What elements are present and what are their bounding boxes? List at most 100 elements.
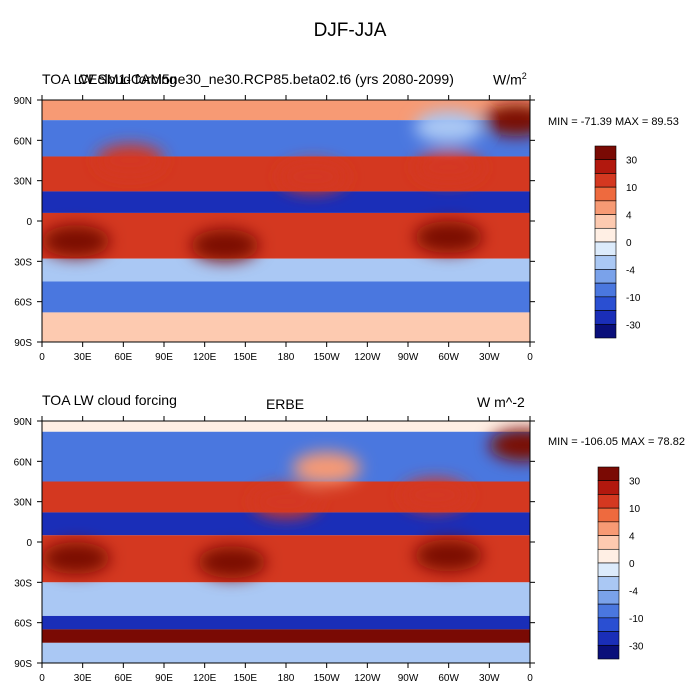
panel1-units: W/m2 [493, 71, 527, 88]
panel1-title-left: TOA LW cloud forcing [42, 71, 177, 87]
panel2-feature-6 [292, 452, 361, 485]
panel2-minmax: MIN = -106.05 MAX = 78.82 [548, 436, 685, 448]
panel2-xtick-label: 60W [438, 673, 459, 684]
panel1-feature-6 [96, 144, 165, 177]
panel1-axes: 0 30E 60E 90E 120E 150E 180 150W 120W 90W 60W 30W 09… [14, 95, 535, 363]
panel2-ytick-label: 30N [14, 498, 32, 509]
panel1-map-layer [41, 99, 531, 343]
panel2-band-3 [42, 512, 530, 536]
panel2-ytick-label: 0 [26, 538, 32, 549]
panel1-minmax: MIN = -71.39 MAX = 89.53 [548, 116, 679, 128]
panel1-colorbar-label: -10 [626, 293, 641, 304]
panel2-band-7 [42, 629, 530, 643]
panel1-xtick-label: 60W [438, 352, 459, 363]
panel2-colorbar-label: 30 [629, 477, 641, 488]
panel1-band-7 [42, 312, 530, 342]
figure-title: DJF-JJA [313, 20, 387, 41]
panel1-feature-3 [279, 160, 348, 193]
panel2-ytick-label: 90S [14, 659, 32, 670]
panel2-xtick-label: 30E [74, 673, 92, 684]
panel1-colorbar-label: 0 [626, 238, 632, 249]
panel2-colorbar-label: 4 [629, 532, 635, 543]
panel2-xtick-label: 90W [398, 673, 419, 684]
panel1-ytick-label: 30N [14, 177, 32, 188]
panel2-colorbar-label: -30 [629, 641, 644, 652]
panel2-colorbar: 30 10 4 0 -4 -10 -30 [597, 466, 644, 660]
panel1-band-6 [42, 281, 530, 313]
panel2-colorbar-swatch [597, 644, 620, 660]
panel1-colorbar-swatch [594, 323, 617, 339]
panel2-ytick-label: 30S [14, 578, 32, 589]
panel2-colorbar-swatch [597, 521, 620, 536]
panel2-colorbar-swatch [597, 562, 620, 578]
panel1-band-5 [42, 258, 530, 282]
panel1-feature-0 [42, 225, 110, 258]
panel2-feature-2 [197, 546, 266, 579]
panel2-colorbar-swatch [597, 480, 620, 495]
panel1-band-3 [42, 191, 530, 213]
panel2-feature-0 [42, 542, 110, 575]
panel2-ytick-label: 60N [14, 457, 32, 468]
panel2-colorbar-swatch [597, 590, 620, 605]
panel1-band-0 [42, 100, 530, 121]
panel1-units-exp: 2 [521, 71, 527, 81]
panel2-xtick-label: 60E [114, 673, 132, 684]
panel2-xtick-label: 180 [278, 673, 295, 684]
panel2-feature-1 [414, 539, 483, 572]
panel1-ytick-label: 60N [14, 136, 32, 147]
panel2-colorbar-label: -10 [629, 614, 644, 625]
panel1-feature-2 [191, 229, 259, 262]
panel2-colorbar-swatch [597, 576, 620, 591]
panel2-band-5 [42, 582, 530, 616]
panel2-colorbar-label: 10 [629, 504, 641, 515]
panel2-xtick-label: 120E [193, 673, 217, 684]
panel2-band-8 [42, 642, 530, 663]
panel2-feature-4 [401, 478, 470, 511]
panel1-feature-4 [414, 151, 483, 184]
panel1-xtick-label: 150E [234, 352, 258, 363]
panel2-colorbar-label: 0 [629, 559, 635, 570]
panel1-feature-5 [482, 104, 530, 137]
panel1-colorbar-label: 30 [626, 156, 638, 167]
panel1-xtick-label: 30W [479, 352, 500, 363]
panel2-colorbar-label: -4 [629, 586, 638, 597]
panel2-feature-3 [252, 485, 320, 518]
panel2-title-left: TOA LW cloud forcing [42, 392, 177, 408]
panel2-xtick-label: 150W [314, 673, 341, 684]
panel1-units-text: W/m [493, 71, 522, 88]
panel1-colorbar-label: 4 [626, 211, 632, 222]
panel1-ytick-label: 90N [14, 96, 32, 107]
panel2-title-center: ERBE [265, 396, 305, 412]
panel2-feature-5 [489, 429, 530, 462]
panel2-colorbar-swatch [597, 631, 620, 646]
panel2-colorbar-swatch [597, 548, 620, 564]
panel1-xtick-label: 90W [398, 352, 419, 363]
panel2-xtick-label: 90E [155, 673, 173, 684]
panel2-map-layer [41, 420, 531, 664]
panel2-colorbar-swatch [597, 535, 620, 550]
panel1-ytick-label: 30S [14, 257, 32, 268]
panel2-colorbar-swatch [597, 507, 620, 523]
panel2-xtick-label: 0 [527, 673, 533, 684]
panel2-band-6 [42, 615, 530, 630]
panel1-xtick-label: 180 [278, 352, 295, 363]
panel2-axes: 0 30E 60E 90E 120E 150E 180 150W 120W 90W 60W 30W 09… [14, 416, 535, 684]
panel1-ytick-label: 90S [14, 338, 32, 349]
panel1-xtick-label: 60E [114, 352, 132, 363]
panel1-xtick-label: 0 [39, 352, 45, 363]
panel1-ytick-label: 60S [14, 298, 32, 309]
panel1-colorbar-label: 10 [626, 183, 638, 194]
panel1-feature-1 [414, 221, 483, 254]
panel1-xtick-label: 150W [314, 352, 341, 363]
panel1-colorbar-label: -30 [626, 320, 641, 331]
panel1-ytick-label: 0 [26, 217, 32, 228]
panel2-xtick-label: 0 [39, 673, 45, 684]
panel1-xtick-label: 120E [193, 352, 217, 363]
panel2-ytick-label: 90N [14, 417, 32, 428]
panel2-xtick-label: 120W [354, 673, 381, 684]
panel2-ytick-label: 60S [14, 619, 32, 630]
panel1-feature-7 [414, 110, 483, 143]
panel1-xtick-label: 0 [527, 352, 533, 363]
